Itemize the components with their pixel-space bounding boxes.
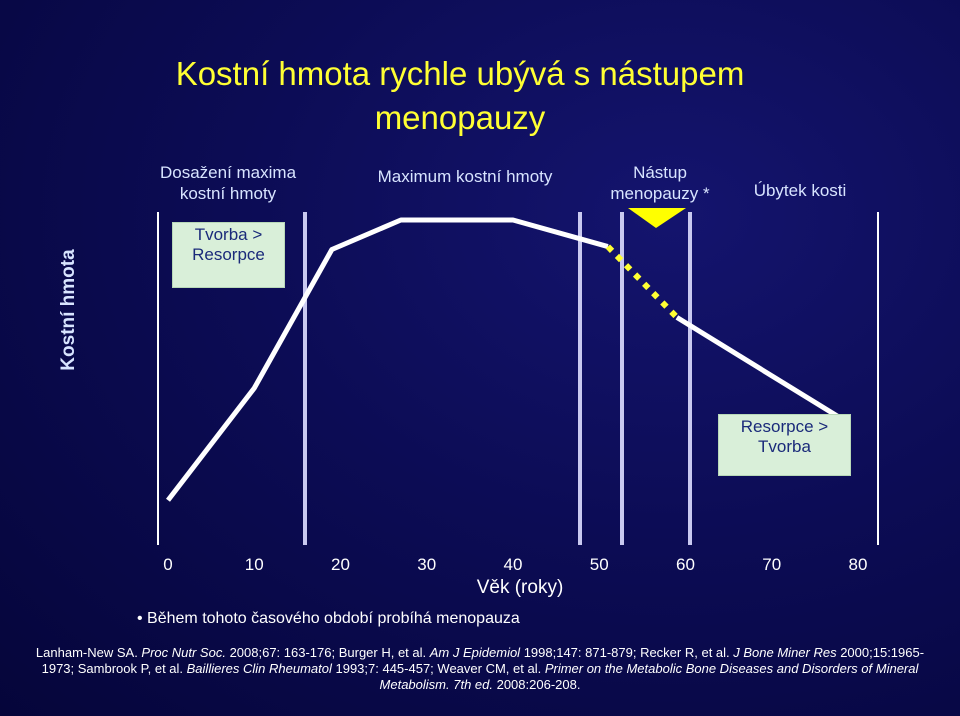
ref-3a: J Bone Miner Res [733,645,837,660]
references: Lanham-New SA. Proc Nutr Soc. 2008;67: 1… [30,645,930,693]
ref-5a: Primer on the Metabolic Bone Diseases an… [379,661,919,692]
ref-1c: 2008;67: 163-176; Burger H, et al. [225,645,430,660]
slide-title: Kostní hmota rychle ubývá s nástupem men… [175,55,745,136]
y-axis-label: Kostní hmota [58,249,79,371]
bone-mass-curves [166,217,851,502]
x-tick-40: 40 [503,555,523,574]
x-axis-label: Věk (roky) [476,577,564,598]
x-tick-10: 10 [244,555,264,574]
box-formation: Tvorba > Resorpce [172,222,285,288]
x-tick-50: 50 [589,555,609,574]
ref-4b: 1993;7: 445-457; Weaver CM, et al. [331,661,545,676]
ref-2b: 1998;147: 871-879; Recker R, et al. [520,645,734,660]
label-menopause-onset: Nástup menopauzy * [610,163,710,203]
label-peak-reached: Dosažení maxima kostní hmoty [159,163,297,203]
label-bone-loss: Úbytek kosti [753,181,847,200]
ref-3b: 2000;15:1965-1973; Sambrook P, et al. [41,645,925,676]
ref-2a: Am J Epidemiol [429,645,521,660]
ref-4a: Baillieres Clin Rheumatol [186,661,332,676]
x-tick-70: 70 [762,555,782,574]
ref-1b: Proc Nutr Soc. [141,645,226,660]
series-menopause-decline [605,244,680,320]
menopause-note: • Během tohoto časového období probíhá m… [137,610,520,627]
menopause-note-text: Během tohoto časového období probíhá men… [147,610,520,627]
series-solid-rise [166,217,609,502]
box-resorption: Resorpce > Tvorba [718,414,851,476]
x-tick-80: 80 [848,555,868,574]
x-tick-60: 60 [676,555,695,574]
x-tick-0: 0 [163,555,173,574]
series-post-menopause-decline [675,315,851,426]
label-maximum: Maximum kostní hmoty [377,167,553,186]
x-tick-30: 30 [417,555,437,574]
x-tick-20: 20 [331,555,350,574]
ref-5b: 2008:206-208. [492,677,581,692]
menopause-marker [628,208,686,228]
ref-1a: Lanham-New SA. [35,645,142,660]
